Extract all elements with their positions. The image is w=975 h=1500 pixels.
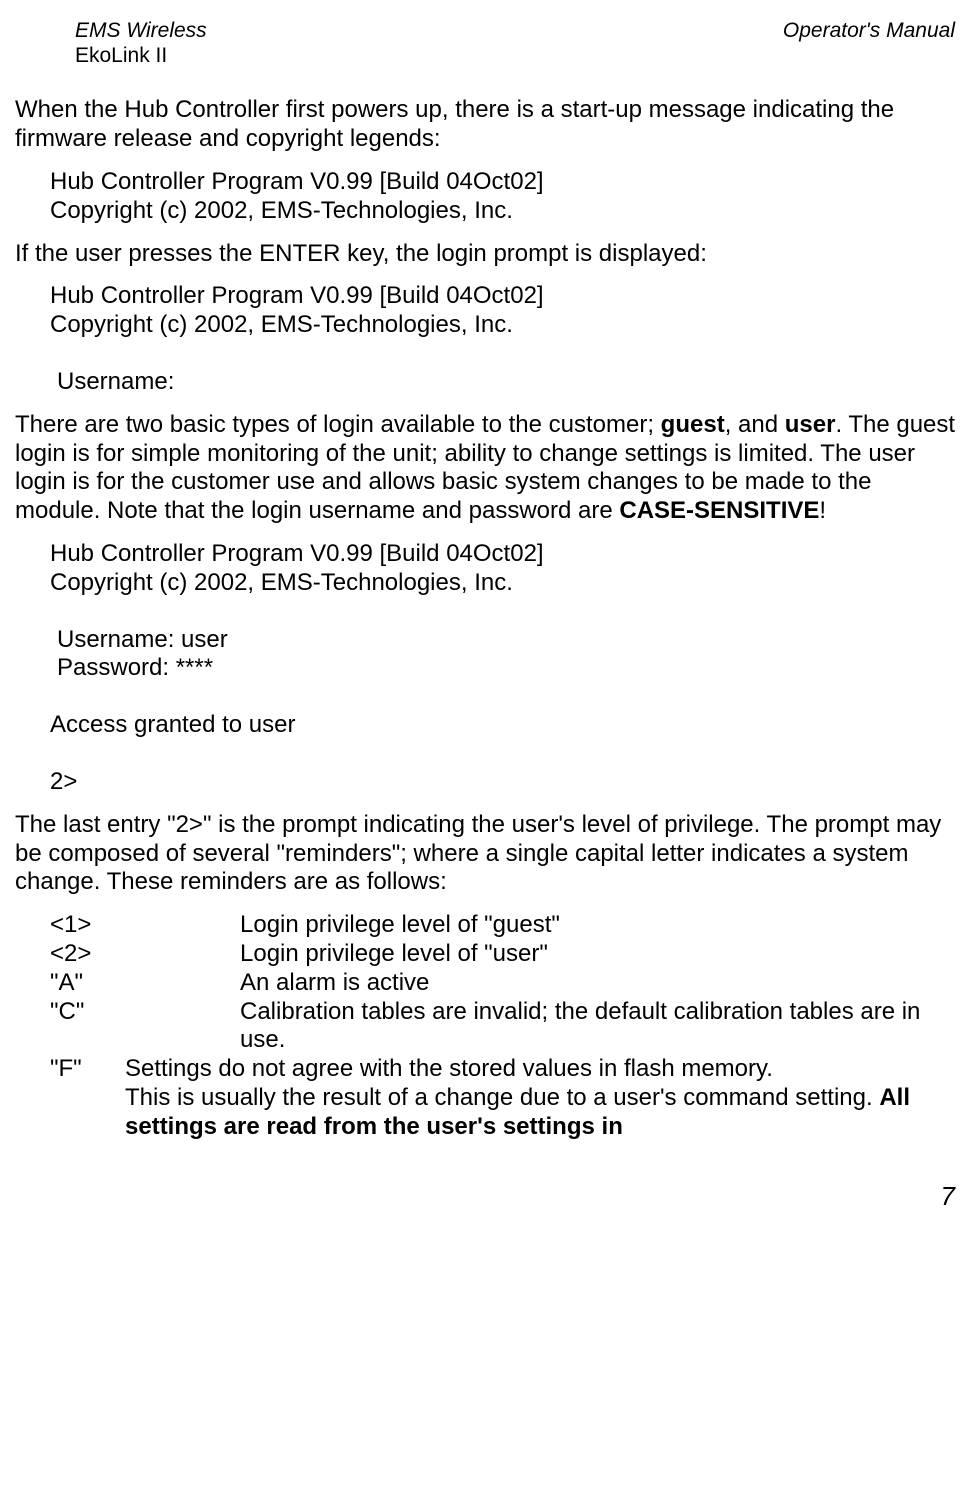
paragraph-enter: If the user presses the ENTER key, the l…: [15, 240, 960, 269]
reminder-desc: Login privilege level of "guest": [240, 911, 960, 940]
code-block-login-session: Hub Controller Program V0.99 [Build 04Oc…: [15, 540, 960, 598]
header-right: Operator's Manual: [783, 18, 955, 68]
reminder-code: "C": [50, 998, 240, 1056]
code-line: Hub Controller Program V0.99 [Build 04Oc…: [50, 540, 960, 569]
reminder-desc: Calibration tables are invalid; the defa…: [240, 998, 960, 1056]
code-block-login-prompt: Hub Controller Program V0.99 [Build 04Oc…: [15, 282, 960, 340]
reminder-row: <2> Login privilege level of "user": [15, 940, 960, 969]
code-line: Copyright (c) 2002, EMS-Technologies, In…: [50, 569, 960, 598]
code-line-password-entry: Password: ****: [15, 654, 960, 683]
page-header: EMS Wireless EkoLink II Operator's Manua…: [15, 18, 960, 68]
code-line-username-prompt: Username:: [15, 368, 960, 397]
reminder-code: "A": [50, 969, 240, 998]
header-product: EkoLink II: [75, 43, 207, 68]
reminder-row: "F" Settings do not agree with the store…: [15, 1055, 960, 1084]
code-line: Hub Controller Program V0.99 [Build 04Oc…: [50, 168, 960, 197]
text-segment: There are two basic types of login avail…: [15, 411, 661, 438]
reminder-code: <1>: [50, 911, 240, 940]
reminders-list: <1> Login privilege level of "guest" <2>…: [15, 911, 960, 1141]
paragraph-intro: When the Hub Controller first powers up,…: [15, 96, 960, 154]
text-segment: !: [819, 497, 826, 524]
code-line-access-granted: Access granted to user: [15, 711, 960, 740]
paragraph-login-types: There are two basic types of login avail…: [15, 411, 960, 526]
code-block-startup: Hub Controller Program V0.99 [Build 04Oc…: [15, 168, 960, 226]
reminder-desc-continuation: This is usually the result of a change d…: [15, 1084, 960, 1142]
code-line-prompt: 2>: [15, 768, 960, 797]
text-segment: This is usually the result of a change d…: [125, 1084, 879, 1111]
reminder-desc: Settings do not agree with the stored va…: [125, 1055, 960, 1084]
reminder-code: <2>: [50, 940, 240, 969]
reminder-code: "F": [50, 1055, 125, 1084]
header-doc-title: Operator's Manual: [783, 18, 955, 43]
header-left: EMS Wireless EkoLink II: [75, 18, 207, 68]
header-company: EMS Wireless: [75, 18, 207, 43]
reminder-desc: An alarm is active: [240, 969, 960, 998]
code-line: Hub Controller Program V0.99 [Build 04Oc…: [50, 282, 960, 311]
code-line: Copyright (c) 2002, EMS-Technologies, In…: [50, 311, 960, 340]
reminder-desc: Login privilege level of "user": [240, 940, 960, 969]
text-bold-user: user: [785, 411, 836, 438]
text-bold-guest: guest: [661, 411, 725, 438]
code-line: Copyright (c) 2002, EMS-Technologies, In…: [50, 197, 960, 226]
reminder-row: "C" Calibration tables are invalid; the …: [15, 998, 960, 1056]
document-page: EMS Wireless EkoLink II Operator's Manua…: [0, 0, 975, 1231]
code-line-username-entry: Username: user: [15, 626, 960, 655]
paragraph-prompt-explain: The last entry "2>" is the prompt indica…: [15, 811, 960, 897]
reminder-row: "A" An alarm is active: [15, 969, 960, 998]
text-bold-case-sensitive: CASE-SENSITIVE: [619, 497, 819, 524]
page-number: 7: [15, 1181, 960, 1212]
reminder-row: <1> Login privilege level of "guest": [15, 911, 960, 940]
text-segment: , and: [725, 411, 785, 438]
